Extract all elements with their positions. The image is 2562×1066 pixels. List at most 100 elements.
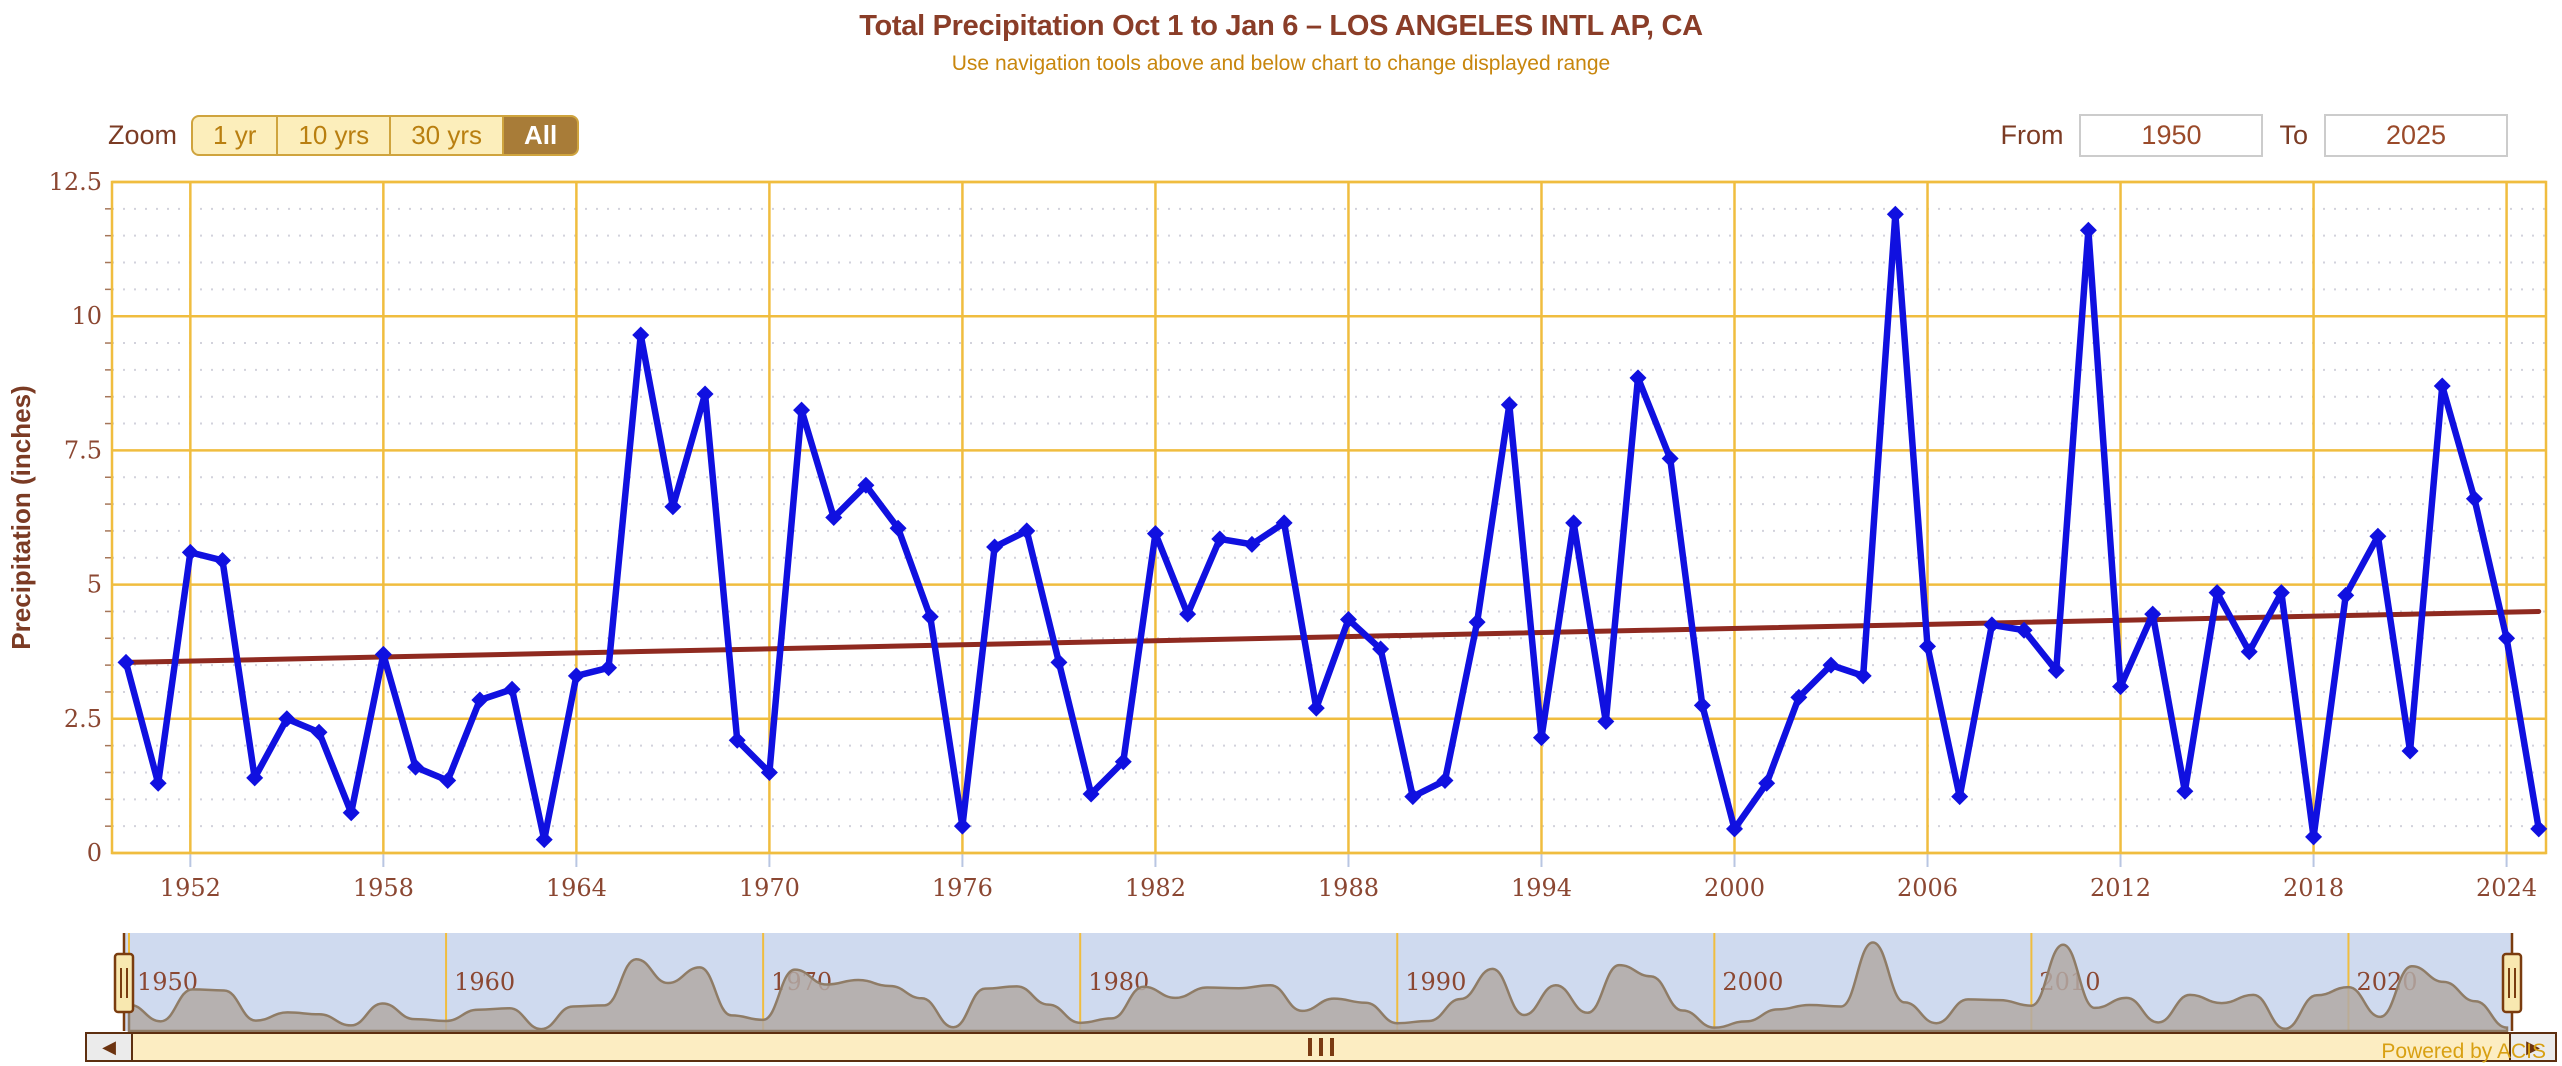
- x-axis-label: 1988: [1318, 874, 1379, 902]
- navigator-right-handle[interactable]: [2501, 952, 2523, 1014]
- data-point[interactable]: [889, 519, 907, 537]
- data-point[interactable]: [728, 731, 746, 749]
- data-point[interactable]: [278, 710, 296, 728]
- chart-subtitle: Use navigation tools above and below cha…: [951, 52, 1611, 75]
- data-point[interactable]: [1983, 616, 2001, 634]
- data-point[interactable]: [857, 476, 875, 494]
- data-point[interactable]: [600, 659, 618, 677]
- data-point[interactable]: [214, 551, 232, 569]
- x-axis-label: 2024: [2476, 874, 2537, 902]
- data-point[interactable]: [2465, 490, 2483, 508]
- data-point[interactable]: [1854, 667, 1872, 685]
- data-point[interactable]: [1179, 605, 1197, 623]
- data-point[interactable]: [1532, 729, 1550, 747]
- data-point[interactable]: [535, 831, 553, 849]
- data-point[interactable]: [1629, 369, 1647, 387]
- data-point[interactable]: [1661, 449, 1679, 467]
- from-year-input[interactable]: [2079, 113, 2264, 157]
- data-point[interactable]: [310, 723, 328, 741]
- data-point[interactable]: [1790, 688, 1808, 706]
- scrollbar-grip-icon: [1308, 1038, 1334, 1056]
- data-point[interactable]: [760, 763, 778, 781]
- data-point[interactable]: [2240, 643, 2258, 661]
- data-point[interactable]: [664, 498, 682, 516]
- data-point[interactable]: [825, 509, 843, 526]
- zoom-all-button[interactable]: All: [504, 114, 580, 156]
- to-year-input[interactable]: [2324, 113, 2508, 157]
- zoom-button-group: Zoom 1 yr 10 yrs 30 yrs All: [108, 114, 580, 156]
- data-point[interactable]: [1436, 772, 1454, 790]
- data-point[interactable]: [1114, 753, 1132, 771]
- data-point[interactable]: [149, 774, 167, 792]
- precipitation-line: [122, 210, 2542, 843]
- data-point[interactable]: [793, 401, 811, 419]
- data-point[interactable]: [2530, 820, 2548, 838]
- data-point[interactable]: [407, 758, 425, 776]
- data-point[interactable]: [1597, 712, 1615, 730]
- data-point[interactable]: [1693, 696, 1711, 714]
- scrollbar-left-arrow-icon[interactable]: ◀: [87, 1034, 133, 1060]
- data-point[interactable]: [342, 804, 360, 822]
- data-point[interactable]: [2176, 782, 2194, 800]
- navigator-decade-label: 1960: [454, 968, 515, 996]
- data-point[interactable]: [2079, 221, 2097, 239]
- data-point[interactable]: [2272, 584, 2290, 602]
- data-point[interactable]: [632, 326, 650, 344]
- x-axis-label: 1976: [932, 874, 993, 902]
- data-point[interactable]: [1339, 610, 1357, 628]
- data-point[interactable]: [1919, 637, 1937, 655]
- data-point[interactable]: [2015, 621, 2033, 639]
- data-point[interactable]: [181, 543, 199, 561]
- main-plot-area[interactable]: 0 2.5 5 7.5 10 12.5 1952 1958 1964 1970 1976 1982 19…: [0, 0, 2562, 920]
- data-point[interactable]: [471, 691, 489, 709]
- data-point[interactable]: [2498, 629, 2516, 647]
- data-point[interactable]: [986, 538, 1004, 556]
- data-point[interactable]: [1886, 205, 1904, 223]
- data-point[interactable]: [1243, 535, 1261, 553]
- data-point[interactable]: [2144, 605, 2162, 623]
- x-axis-label: 1964: [546, 874, 607, 902]
- data-point[interactable]: [1372, 640, 1390, 658]
- data-point[interactable]: [2208, 584, 2226, 602]
- data-point[interactable]: [2112, 678, 2130, 696]
- data-point[interactable]: [117, 653, 135, 671]
- zoom-1yr-button[interactable]: 1 yr: [191, 114, 279, 156]
- data-point[interactable]: [1404, 788, 1422, 806]
- data-point[interactable]: [2047, 661, 2065, 679]
- data-point[interactable]: [503, 680, 521, 698]
- data-point[interactable]: [2401, 742, 2419, 760]
- data-point[interactable]: [246, 769, 264, 787]
- data-point[interactable]: [1050, 653, 1068, 671]
- navigator-left-handle[interactable]: [113, 952, 135, 1014]
- scrollbar-thumb[interactable]: [133, 1034, 2509, 1060]
- data-point[interactable]: [1822, 656, 1840, 674]
- data-point[interactable]: [1951, 788, 1969, 806]
- scrollbar-right-arrow-icon[interactable]: ▶: [2509, 1034, 2555, 1060]
- data-point[interactable]: [1565, 514, 1583, 532]
- data-point[interactable]: [439, 772, 457, 790]
- data-point[interactable]: [2369, 527, 2387, 545]
- data-point[interactable]: [1468, 613, 1486, 631]
- data-point[interactable]: [1307, 699, 1325, 717]
- data-point[interactable]: [1211, 530, 1229, 548]
- navigator-scrollbar[interactable]: ◀ ▶: [85, 1032, 2557, 1062]
- data-point[interactable]: [953, 817, 971, 835]
- zoom-10yrs-button[interactable]: 10 yrs: [278, 114, 392, 156]
- data-point[interactable]: [1726, 820, 1743, 838]
- data-point[interactable]: [1275, 514, 1293, 532]
- powered-by-acis-credit[interactable]: Powered by ACIS: [2381, 1040, 2546, 1063]
- data-point[interactable]: [921, 608, 939, 626]
- data-point[interactable]: [2433, 377, 2451, 395]
- data-point[interactable]: [696, 385, 714, 403]
- data-point[interactable]: [2337, 586, 2355, 604]
- data-point[interactable]: [1082, 785, 1100, 803]
- data-point[interactable]: [374, 645, 392, 663]
- data-point[interactable]: [567, 667, 585, 685]
- data-point[interactable]: [1758, 774, 1776, 792]
- data-point[interactable]: [2305, 828, 2323, 846]
- zoom-30yrs-button[interactable]: 30 yrs: [391, 114, 504, 156]
- data-point[interactable]: [1500, 396, 1518, 414]
- data-point[interactable]: [1018, 522, 1036, 540]
- data-point[interactable]: [1146, 525, 1164, 543]
